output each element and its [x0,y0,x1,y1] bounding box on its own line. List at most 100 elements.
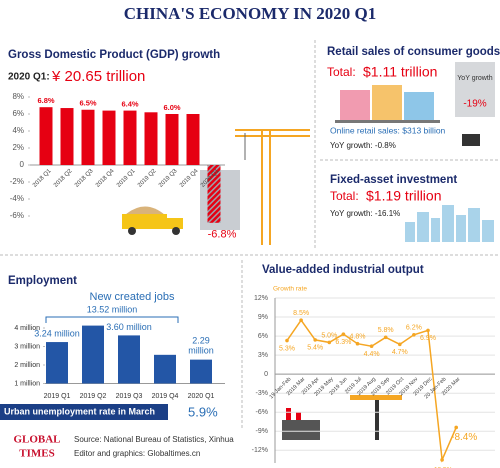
skyline [405,205,494,242]
point [440,458,444,462]
x-tick-label: 2019 Q4 [152,393,179,400]
bar [144,112,158,165]
laptop [462,134,480,146]
unemployment-value: 5.9% [188,404,218,419]
point [313,338,318,342]
bar [46,342,68,384]
value-label: 3.60 million [106,322,152,332]
value-label: 6.8% [37,96,54,105]
value-label: 6.0% [163,103,180,112]
dividers [0,40,500,430]
retail-yoy-label: YoY growth [457,75,493,82]
gdp-title: Gross Domestic Product (GDP) growth [8,49,220,61]
bar [123,110,137,165]
shop-illustration [335,85,440,123]
charts: 8%6%4%2%0-2%-4%-6%2018 Q16.8%2018 Q2 2018… [10,92,495,468]
x-tick-label: 2019 Q1 [116,168,137,189]
y-tick-label: 6% [258,333,268,340]
employment-subtitle: New created jobs [90,291,175,303]
point [398,342,402,347]
y-tick-label: 12% [254,295,268,302]
gdp-subtitle-label: 2020 Q1: [8,72,50,83]
bar [82,325,104,384]
employment-annotation: 13.52 million [87,304,138,314]
retail-title: Retail sales of consumer goods [327,46,500,58]
x-tick-label: 2019 Q3 [158,168,179,189]
value-label: 8.5% [293,310,309,317]
source: Source: National Bureau of Statistics, X… [74,435,234,444]
fixed-total-label: Total: [330,189,359,203]
online-yoy: YoY growth: -0.8% [330,141,396,150]
crane [235,129,310,245]
x-tick-label: 2018 Q3 [74,168,95,189]
y-tick-label: 4% [12,126,24,135]
bar [165,114,179,165]
value-label: 6.5% [79,99,96,108]
x-tick-label: 2019 Q3 [116,393,143,400]
value-label: 5.3% [279,345,295,352]
fixed-title: Fixed-asset investment [330,174,457,186]
x-tick-label: 2019 Q1 [44,393,71,400]
point [327,340,332,345]
point [426,328,430,333]
y-tick-label: 2 million [14,362,40,369]
y-tick-label: 9% [258,314,268,321]
unemployment-band [0,404,168,420]
x-tick-label: 2019 Q2 [137,168,158,189]
y-tick-label: 3% [258,352,268,359]
y-tick-label: 2% [12,143,24,152]
point [383,335,388,340]
retail-total-value: $1.11 trillion [363,64,437,80]
value-label: 6.2% [406,325,422,332]
point [369,344,374,349]
value-label: 4.8% [350,334,366,341]
gdp-subtitle-value: ¥ 20.65 trillion [51,68,145,85]
bar [207,165,221,223]
bar [154,354,176,384]
y-tick-label: 0 [264,371,268,378]
bar [81,109,95,165]
value-label: 5.8% [378,327,394,334]
y-tick-label: 0 [20,160,25,169]
y-tick-label: 3 million [14,343,40,350]
yoy-box [455,62,495,117]
logo-bottom: TIMES [19,448,54,460]
y-tick-label: -3% [256,390,268,397]
logo-top: GLOBAL [13,434,60,446]
value-label: -13.5% [432,467,453,468]
point [341,332,346,336]
point [285,338,289,343]
y-tick-label: 6% [12,109,24,118]
point [355,341,360,346]
x-tick-label: 2020 Q1 [188,393,215,400]
bar [186,114,200,165]
value-label: -8.4% [451,432,477,443]
y-tick-label: 8% [12,92,24,101]
factory [282,395,402,440]
y-tick-label: -6% [256,409,268,416]
fixed-yoy: YoY growth: -16.1% [330,209,400,218]
value-label: 6.3% [335,339,351,346]
y-tick-label: 4 million [14,325,40,332]
value-label: -6.8% [208,229,237,241]
value-label: 2.29 million [188,336,214,356]
editor: Editor and graphics: Globaltimes.cn [74,449,200,458]
y-tick-label: -2% [10,177,24,186]
y-tick-label: -4% [10,194,24,203]
bracket [45,316,179,323]
value-label: 5.4% [307,345,323,352]
y-tick-label: -9% [256,428,268,435]
x-tick-label: 2018 Q2 [53,168,74,189]
y-tick-label: 1 million [14,380,40,387]
bar [102,110,116,165]
bar [190,359,212,384]
industrial-title: Value-added industrial output [262,264,424,276]
retail-yoy-value: -19% [463,99,486,110]
truck [122,206,183,235]
online-sales: Online retail sales: $313 billion [330,125,446,135]
value-label: 3.24 million [34,328,80,338]
logo [6,432,68,462]
x-tick-label: 2019 Q4 [179,168,200,189]
x-tick-label: 2018 Q4 [95,168,116,189]
